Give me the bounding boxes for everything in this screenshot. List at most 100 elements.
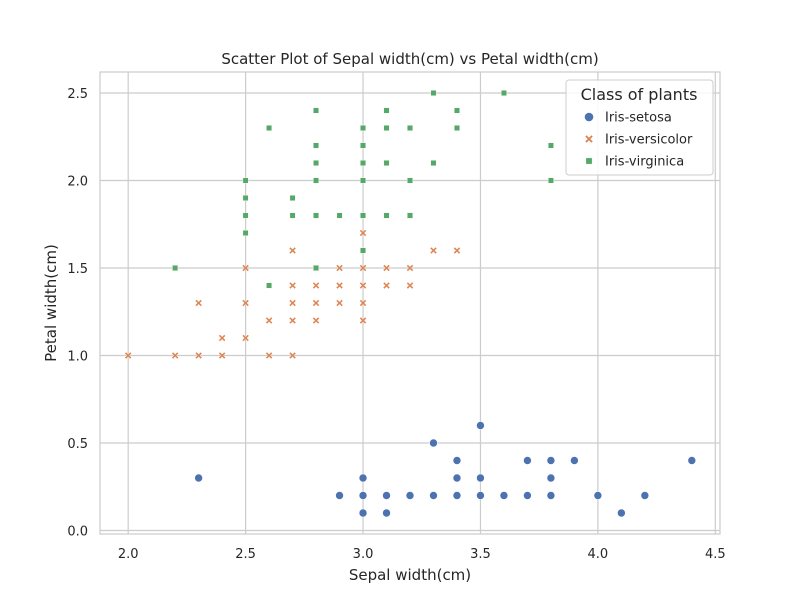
legend-label-iris-virginica: Iris-virginica — [605, 155, 684, 170]
chart-title: Scatter Plot of Sepal width(cm) vs Petal… — [221, 50, 598, 68]
iris-versicolor-point — [218, 351, 226, 360]
legend-marker-iris-virginica — [585, 157, 593, 165]
iris-versicolor-point — [288, 281, 297, 290]
y-axis-label: Petal width(cm) — [42, 244, 60, 362]
iris-versicolor-point — [265, 316, 273, 325]
iris-versicolor-point — [406, 264, 414, 272]
series-iris-virginica — [172, 90, 554, 289]
iris-setosa-point — [523, 491, 532, 500]
iris-versicolor-point — [429, 246, 438, 255]
iris-versicolor-point — [382, 281, 391, 290]
iris-setosa-point — [452, 491, 462, 500]
legend-label-iris-versicolor: Iris-versicolor — [605, 133, 693, 148]
iris-versicolor-point — [406, 281, 414, 290]
y-tick-label: 1.0 — [67, 350, 88, 365]
iris-virginica-point — [360, 212, 366, 219]
x-axis-label: Sepal width(cm) — [349, 566, 471, 584]
iris-versicolor-point — [359, 281, 367, 290]
iris-virginica-point — [313, 177, 319, 184]
iris-virginica-point — [242, 177, 249, 184]
iris-versicolor-point — [359, 264, 367, 272]
x-tick-labels: 2.0 2.5 3.0 3.5 4.0 4.5 — [118, 547, 726, 562]
iris-versicolor-point — [453, 246, 461, 255]
iris-setosa-point — [429, 491, 438, 500]
iris-versicolor-point — [359, 299, 367, 307]
iris-virginica-point — [383, 125, 390, 131]
iris-virginica-point — [454, 125, 460, 131]
legend-label-iris-setosa: Iris-setosa — [605, 111, 672, 126]
iris-virginica-point — [430, 160, 437, 166]
iris-setosa-point — [640, 491, 650, 500]
x-tick-label: 2.0 — [118, 547, 139, 562]
iris-virginica-point — [360, 177, 366, 184]
iris-virginica-point — [360, 142, 366, 149]
iris-setosa-point — [429, 438, 438, 448]
iris-setosa-point — [593, 491, 603, 500]
iris-versicolor-point — [312, 299, 320, 307]
iris-versicolor-point — [265, 351, 273, 360]
iris-versicolor-point — [288, 246, 297, 255]
iris-setosa-point — [358, 473, 368, 483]
iris-virginica-point — [430, 90, 437, 96]
iris-virginica-point — [313, 160, 319, 166]
iris-versicolor-point — [171, 351, 179, 360]
iris-virginica-point — [501, 90, 507, 96]
iris-setosa-point — [476, 491, 485, 500]
legend: Class of plants Iris-setosa Iris-versicol… — [565, 79, 714, 176]
iris-virginica-point — [383, 212, 390, 219]
y-tick-label: 1.5 — [67, 262, 88, 277]
iris-virginica-point — [548, 142, 554, 149]
iris-setosa-point — [499, 491, 509, 500]
iris-setosa-point — [405, 491, 415, 500]
iris-versicolor-point — [312, 281, 320, 290]
iris-virginica-point — [172, 265, 179, 271]
iris-setosa-point — [358, 491, 368, 500]
x-tick-label: 3.5 — [470, 547, 491, 562]
y-tick-labels: 0.0 0.5 1.0 1.5 2.0 2.5 — [67, 87, 88, 540]
iris-versicolor-point — [335, 299, 344, 307]
iris-setosa-point — [476, 421, 485, 430]
iris-virginica-point — [454, 107, 460, 114]
iris-virginica-point — [336, 212, 343, 219]
iris-versicolor-point — [218, 334, 226, 342]
iris-setosa-point — [546, 491, 556, 500]
iris-virginica-point — [289, 195, 296, 201]
legend-marker-iris-setosa — [584, 112, 594, 122]
iris-versicolor-point — [241, 299, 250, 307]
iris-virginica-point — [407, 125, 413, 131]
iris-versicolor-point — [288, 316, 297, 325]
x-tick-label: 3.0 — [353, 547, 374, 562]
iris-setosa-point — [546, 456, 556, 465]
iris-virginica-point — [266, 282, 272, 289]
iris-virginica-point — [313, 142, 319, 149]
iris-versicolor-point — [335, 264, 344, 272]
iris-setosa-point — [523, 456, 532, 465]
iris-versicolor-point — [124, 351, 132, 360]
legend-title: Class of plants — [581, 85, 698, 104]
iris-virginica-point — [548, 177, 554, 184]
iris-virginica-point — [266, 125, 272, 131]
data-points — [124, 90, 697, 518]
iris-setosa-point — [476, 473, 485, 483]
iris-virginica-point — [360, 160, 366, 166]
iris-versicolor-point — [288, 299, 297, 307]
iris-versicolor-point — [312, 316, 320, 325]
iris-virginica-point — [313, 265, 319, 271]
iris-versicolor-point — [359, 316, 367, 325]
iris-virginica-point — [407, 177, 413, 184]
iris-setosa-point — [382, 491, 391, 500]
y-tick-label: 0.5 — [67, 437, 88, 452]
iris-virginica-point — [242, 195, 249, 201]
iris-virginica-point — [383, 107, 390, 114]
legend-marker-iris-versicolor — [584, 134, 594, 144]
y-tick-label: 2.5 — [67, 87, 88, 102]
y-tick-label: 2.0 — [67, 175, 88, 190]
iris-virginica-point — [242, 230, 249, 236]
iris-virginica-point — [313, 212, 319, 219]
series-iris-versicolor — [124, 211, 461, 360]
iris-versicolor-point — [288, 351, 297, 360]
iris-virginica-point — [383, 160, 390, 166]
iris-virginica-point — [289, 212, 296, 219]
iris-versicolor-point — [359, 229, 367, 237]
